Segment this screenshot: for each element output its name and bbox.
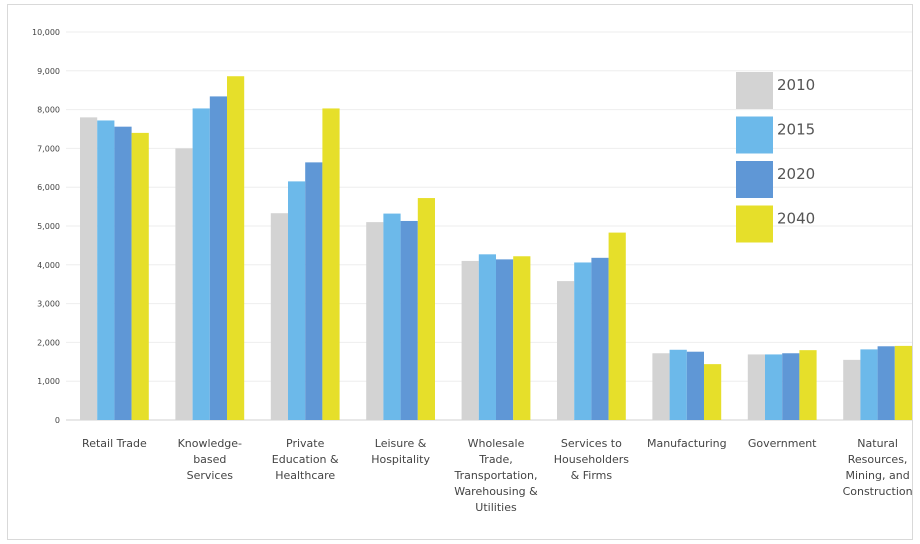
bar	[80, 117, 98, 421]
x-tick-label: Services to Householders & Firms	[554, 437, 630, 482]
legend-label: 2015	[777, 121, 815, 139]
y-tick-label: 3,000	[37, 300, 60, 309]
bar	[461, 260, 479, 420]
y-tick-label: 4,000	[37, 261, 60, 270]
x-axis: Retail Trade Knowledge-based Services Priva…	[82, 437, 913, 514]
bar	[894, 345, 912, 420]
bar-group	[652, 349, 722, 420]
bar	[686, 351, 704, 420]
y-tick-label: 6,000	[37, 183, 60, 192]
bar	[669, 349, 687, 420]
x-tick-label: Private Education & Healthcare	[272, 437, 339, 482]
legend-item: 2040	[736, 205, 815, 243]
bar	[591, 257, 609, 420]
bar	[574, 262, 592, 420]
x-tick-label: Retail Trade	[82, 437, 147, 450]
y-axis: 0 1,000 2,000 3,000 4,000 5,000 6,000 7,000 8,00…	[32, 28, 60, 425]
bar	[209, 96, 227, 420]
bar	[652, 353, 670, 420]
y-tick-label: 2,000	[37, 338, 60, 347]
y-tick-label: 9,000	[37, 67, 60, 76]
bar	[97, 120, 115, 421]
x-tick-label: Manufacturing	[647, 437, 727, 450]
bar	[288, 181, 306, 420]
bar	[608, 232, 626, 420]
bar	[765, 354, 783, 420]
bar	[322, 108, 340, 420]
bar	[478, 254, 496, 420]
legend-label: 2040	[777, 210, 815, 228]
y-tick-label: 5,000	[37, 222, 60, 231]
bar	[704, 364, 722, 420]
bar	[782, 353, 800, 420]
y-tick-label: 0	[55, 416, 60, 425]
bar	[383, 213, 401, 420]
x-tick-label: Wholesale Trade, Transportation, Warehousin…	[454, 437, 539, 514]
bar	[799, 350, 817, 420]
bar	[114, 126, 132, 421]
legend-swatch	[736, 116, 773, 154]
legend-label: 2010	[777, 76, 815, 94]
legend-swatch	[736, 72, 773, 109]
bar	[305, 162, 323, 420]
bar-group	[461, 254, 531, 420]
legend-label: 2020	[777, 165, 815, 183]
x-tick-label: Leisure & Hospitality	[371, 437, 430, 466]
bar	[877, 346, 895, 420]
bar-group	[557, 232, 626, 420]
y-tick-label: 7,000	[37, 144, 60, 153]
bar	[417, 198, 435, 420]
y-tick-label: 10,000	[32, 28, 60, 37]
legend-item: 2020	[736, 161, 815, 198]
y-tick-label: 8,000	[37, 106, 60, 115]
bar-group	[80, 117, 149, 421]
bar	[513, 256, 531, 420]
legend-swatch	[736, 205, 773, 243]
legend-item: 2015	[736, 116, 815, 154]
bar	[496, 259, 514, 420]
bar	[400, 220, 418, 420]
bar-group	[843, 345, 912, 420]
bar	[270, 213, 288, 420]
bar	[192, 108, 210, 420]
legend: 2010 2015 2020 2040	[736, 72, 815, 243]
bar-group	[366, 198, 435, 420]
bar	[843, 359, 861, 420]
bar	[227, 76, 245, 420]
y-tick-label: 1,000	[37, 377, 60, 386]
bar	[175, 148, 193, 420]
legend-item: 2010	[736, 72, 815, 109]
bar	[860, 349, 878, 420]
bars	[80, 76, 912, 421]
x-tick-label: Natural Resources, Mining, and Construction	[843, 437, 913, 498]
bar-group	[175, 76, 245, 420]
bar-group	[270, 108, 340, 420]
bar	[747, 354, 765, 420]
legend-swatch	[736, 161, 773, 198]
bar-group	[747, 350, 817, 420]
bar	[557, 281, 575, 420]
x-tick-label: Government	[748, 437, 817, 450]
x-tick-label: Knowledge-based Services	[178, 437, 242, 482]
bar	[131, 132, 149, 420]
bar	[366, 222, 384, 420]
